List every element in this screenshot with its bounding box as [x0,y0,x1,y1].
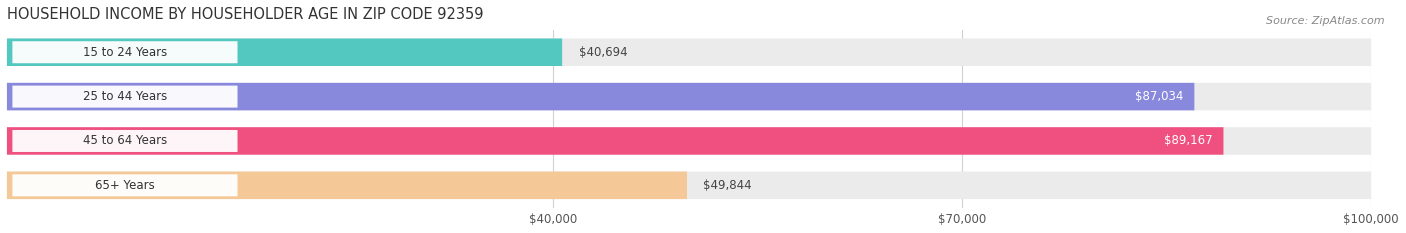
Text: $87,034: $87,034 [1135,90,1184,103]
FancyBboxPatch shape [7,171,1371,199]
FancyBboxPatch shape [7,38,1371,66]
FancyBboxPatch shape [13,130,238,152]
FancyBboxPatch shape [7,127,1223,155]
FancyBboxPatch shape [13,174,238,196]
FancyBboxPatch shape [13,86,238,108]
Text: 45 to 64 Years: 45 to 64 Years [83,134,167,147]
Text: $49,844: $49,844 [703,179,752,192]
FancyBboxPatch shape [7,127,1371,155]
FancyBboxPatch shape [13,41,238,63]
FancyBboxPatch shape [7,171,688,199]
Text: 65+ Years: 65+ Years [96,179,155,192]
Text: 15 to 24 Years: 15 to 24 Years [83,46,167,59]
FancyBboxPatch shape [7,83,1371,110]
Text: Source: ZipAtlas.com: Source: ZipAtlas.com [1267,16,1385,26]
FancyBboxPatch shape [7,38,562,66]
Text: $40,694: $40,694 [578,46,627,59]
Text: HOUSEHOLD INCOME BY HOUSEHOLDER AGE IN ZIP CODE 92359: HOUSEHOLD INCOME BY HOUSEHOLDER AGE IN Z… [7,7,484,22]
Text: 25 to 44 Years: 25 to 44 Years [83,90,167,103]
Text: $89,167: $89,167 [1164,134,1212,147]
FancyBboxPatch shape [7,83,1194,110]
